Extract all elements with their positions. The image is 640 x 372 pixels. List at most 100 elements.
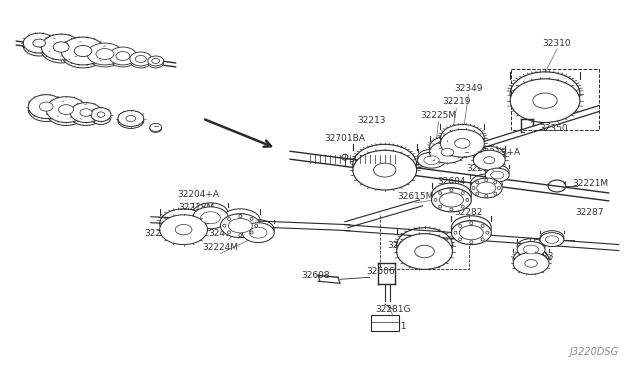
Text: 32281G: 32281G <box>375 305 410 314</box>
Ellipse shape <box>175 224 192 235</box>
Text: 32282: 32282 <box>454 208 483 217</box>
Ellipse shape <box>353 144 417 184</box>
Ellipse shape <box>152 58 160 63</box>
Ellipse shape <box>424 156 439 164</box>
Text: 32224M: 32224M <box>202 243 239 252</box>
Ellipse shape <box>23 36 55 56</box>
Ellipse shape <box>417 152 445 168</box>
Ellipse shape <box>510 72 580 116</box>
Ellipse shape <box>70 103 102 122</box>
Ellipse shape <box>28 98 64 122</box>
Text: 32604: 32604 <box>437 177 466 186</box>
Text: 32608: 32608 <box>301 271 330 280</box>
Text: 32349: 32349 <box>454 84 483 93</box>
Ellipse shape <box>200 212 220 224</box>
Ellipse shape <box>451 216 492 240</box>
Ellipse shape <box>23 33 55 53</box>
Ellipse shape <box>243 223 274 243</box>
Ellipse shape <box>545 234 559 241</box>
Text: 32204+A: 32204+A <box>177 190 220 199</box>
Ellipse shape <box>97 112 105 117</box>
Ellipse shape <box>28 95 64 119</box>
Ellipse shape <box>540 231 564 244</box>
Ellipse shape <box>525 260 538 267</box>
Ellipse shape <box>415 245 435 258</box>
Ellipse shape <box>118 113 144 128</box>
Ellipse shape <box>513 253 549 274</box>
Ellipse shape <box>431 188 471 212</box>
Text: 32221M: 32221M <box>572 179 608 187</box>
Ellipse shape <box>61 40 105 68</box>
Ellipse shape <box>460 225 483 240</box>
Text: 32225M: 32225M <box>420 111 456 120</box>
Ellipse shape <box>126 115 136 122</box>
Ellipse shape <box>513 248 549 270</box>
Ellipse shape <box>91 110 111 125</box>
Ellipse shape <box>485 165 509 179</box>
Ellipse shape <box>87 45 123 67</box>
Ellipse shape <box>397 234 452 269</box>
Ellipse shape <box>160 209 207 238</box>
Ellipse shape <box>109 47 137 65</box>
Ellipse shape <box>440 129 484 157</box>
Ellipse shape <box>429 137 465 158</box>
Ellipse shape <box>485 168 509 182</box>
Ellipse shape <box>160 215 207 244</box>
Ellipse shape <box>116 51 130 60</box>
Ellipse shape <box>148 56 164 66</box>
Ellipse shape <box>46 97 86 122</box>
Text: 32281: 32281 <box>378 323 407 331</box>
Ellipse shape <box>429 141 465 163</box>
Ellipse shape <box>441 148 454 156</box>
Ellipse shape <box>58 105 74 115</box>
Ellipse shape <box>545 236 559 243</box>
Text: 32220: 32220 <box>466 164 495 173</box>
Ellipse shape <box>477 182 496 194</box>
Ellipse shape <box>477 178 496 190</box>
Ellipse shape <box>61 37 105 65</box>
Ellipse shape <box>41 34 81 60</box>
Text: J3220DSG: J3220DSG <box>570 347 619 357</box>
Ellipse shape <box>460 221 483 235</box>
Ellipse shape <box>454 138 470 148</box>
Ellipse shape <box>474 146 505 166</box>
Ellipse shape <box>130 52 152 66</box>
Ellipse shape <box>70 106 102 125</box>
Ellipse shape <box>220 209 260 232</box>
Ellipse shape <box>220 214 260 238</box>
Ellipse shape <box>250 227 267 238</box>
Ellipse shape <box>135 55 147 62</box>
Ellipse shape <box>484 157 495 164</box>
Ellipse shape <box>150 124 162 131</box>
Ellipse shape <box>53 42 69 52</box>
Text: 32283: 32283 <box>525 252 554 261</box>
Text: 32310: 32310 <box>543 39 572 48</box>
Text: 32293: 32293 <box>525 238 554 247</box>
Text: 32218M: 32218M <box>179 203 214 212</box>
Ellipse shape <box>491 171 504 179</box>
Ellipse shape <box>40 102 53 111</box>
Ellipse shape <box>150 125 162 132</box>
Ellipse shape <box>470 174 502 194</box>
Ellipse shape <box>451 221 492 244</box>
Text: 32414PA: 32414PA <box>209 229 248 238</box>
Ellipse shape <box>96 48 114 60</box>
Ellipse shape <box>517 241 545 257</box>
Ellipse shape <box>424 153 439 161</box>
Ellipse shape <box>510 79 580 122</box>
Ellipse shape <box>41 37 81 63</box>
Ellipse shape <box>109 49 137 67</box>
Ellipse shape <box>243 220 274 240</box>
Text: 32606: 32606 <box>367 267 395 276</box>
Ellipse shape <box>200 208 220 220</box>
Ellipse shape <box>87 43 123 65</box>
Ellipse shape <box>33 39 45 47</box>
Ellipse shape <box>397 228 452 263</box>
FancyBboxPatch shape <box>371 315 399 331</box>
Ellipse shape <box>148 58 164 68</box>
Ellipse shape <box>417 149 445 165</box>
Text: 32219+A: 32219+A <box>478 148 520 157</box>
Ellipse shape <box>440 188 463 202</box>
Ellipse shape <box>533 93 557 108</box>
Ellipse shape <box>517 238 545 254</box>
